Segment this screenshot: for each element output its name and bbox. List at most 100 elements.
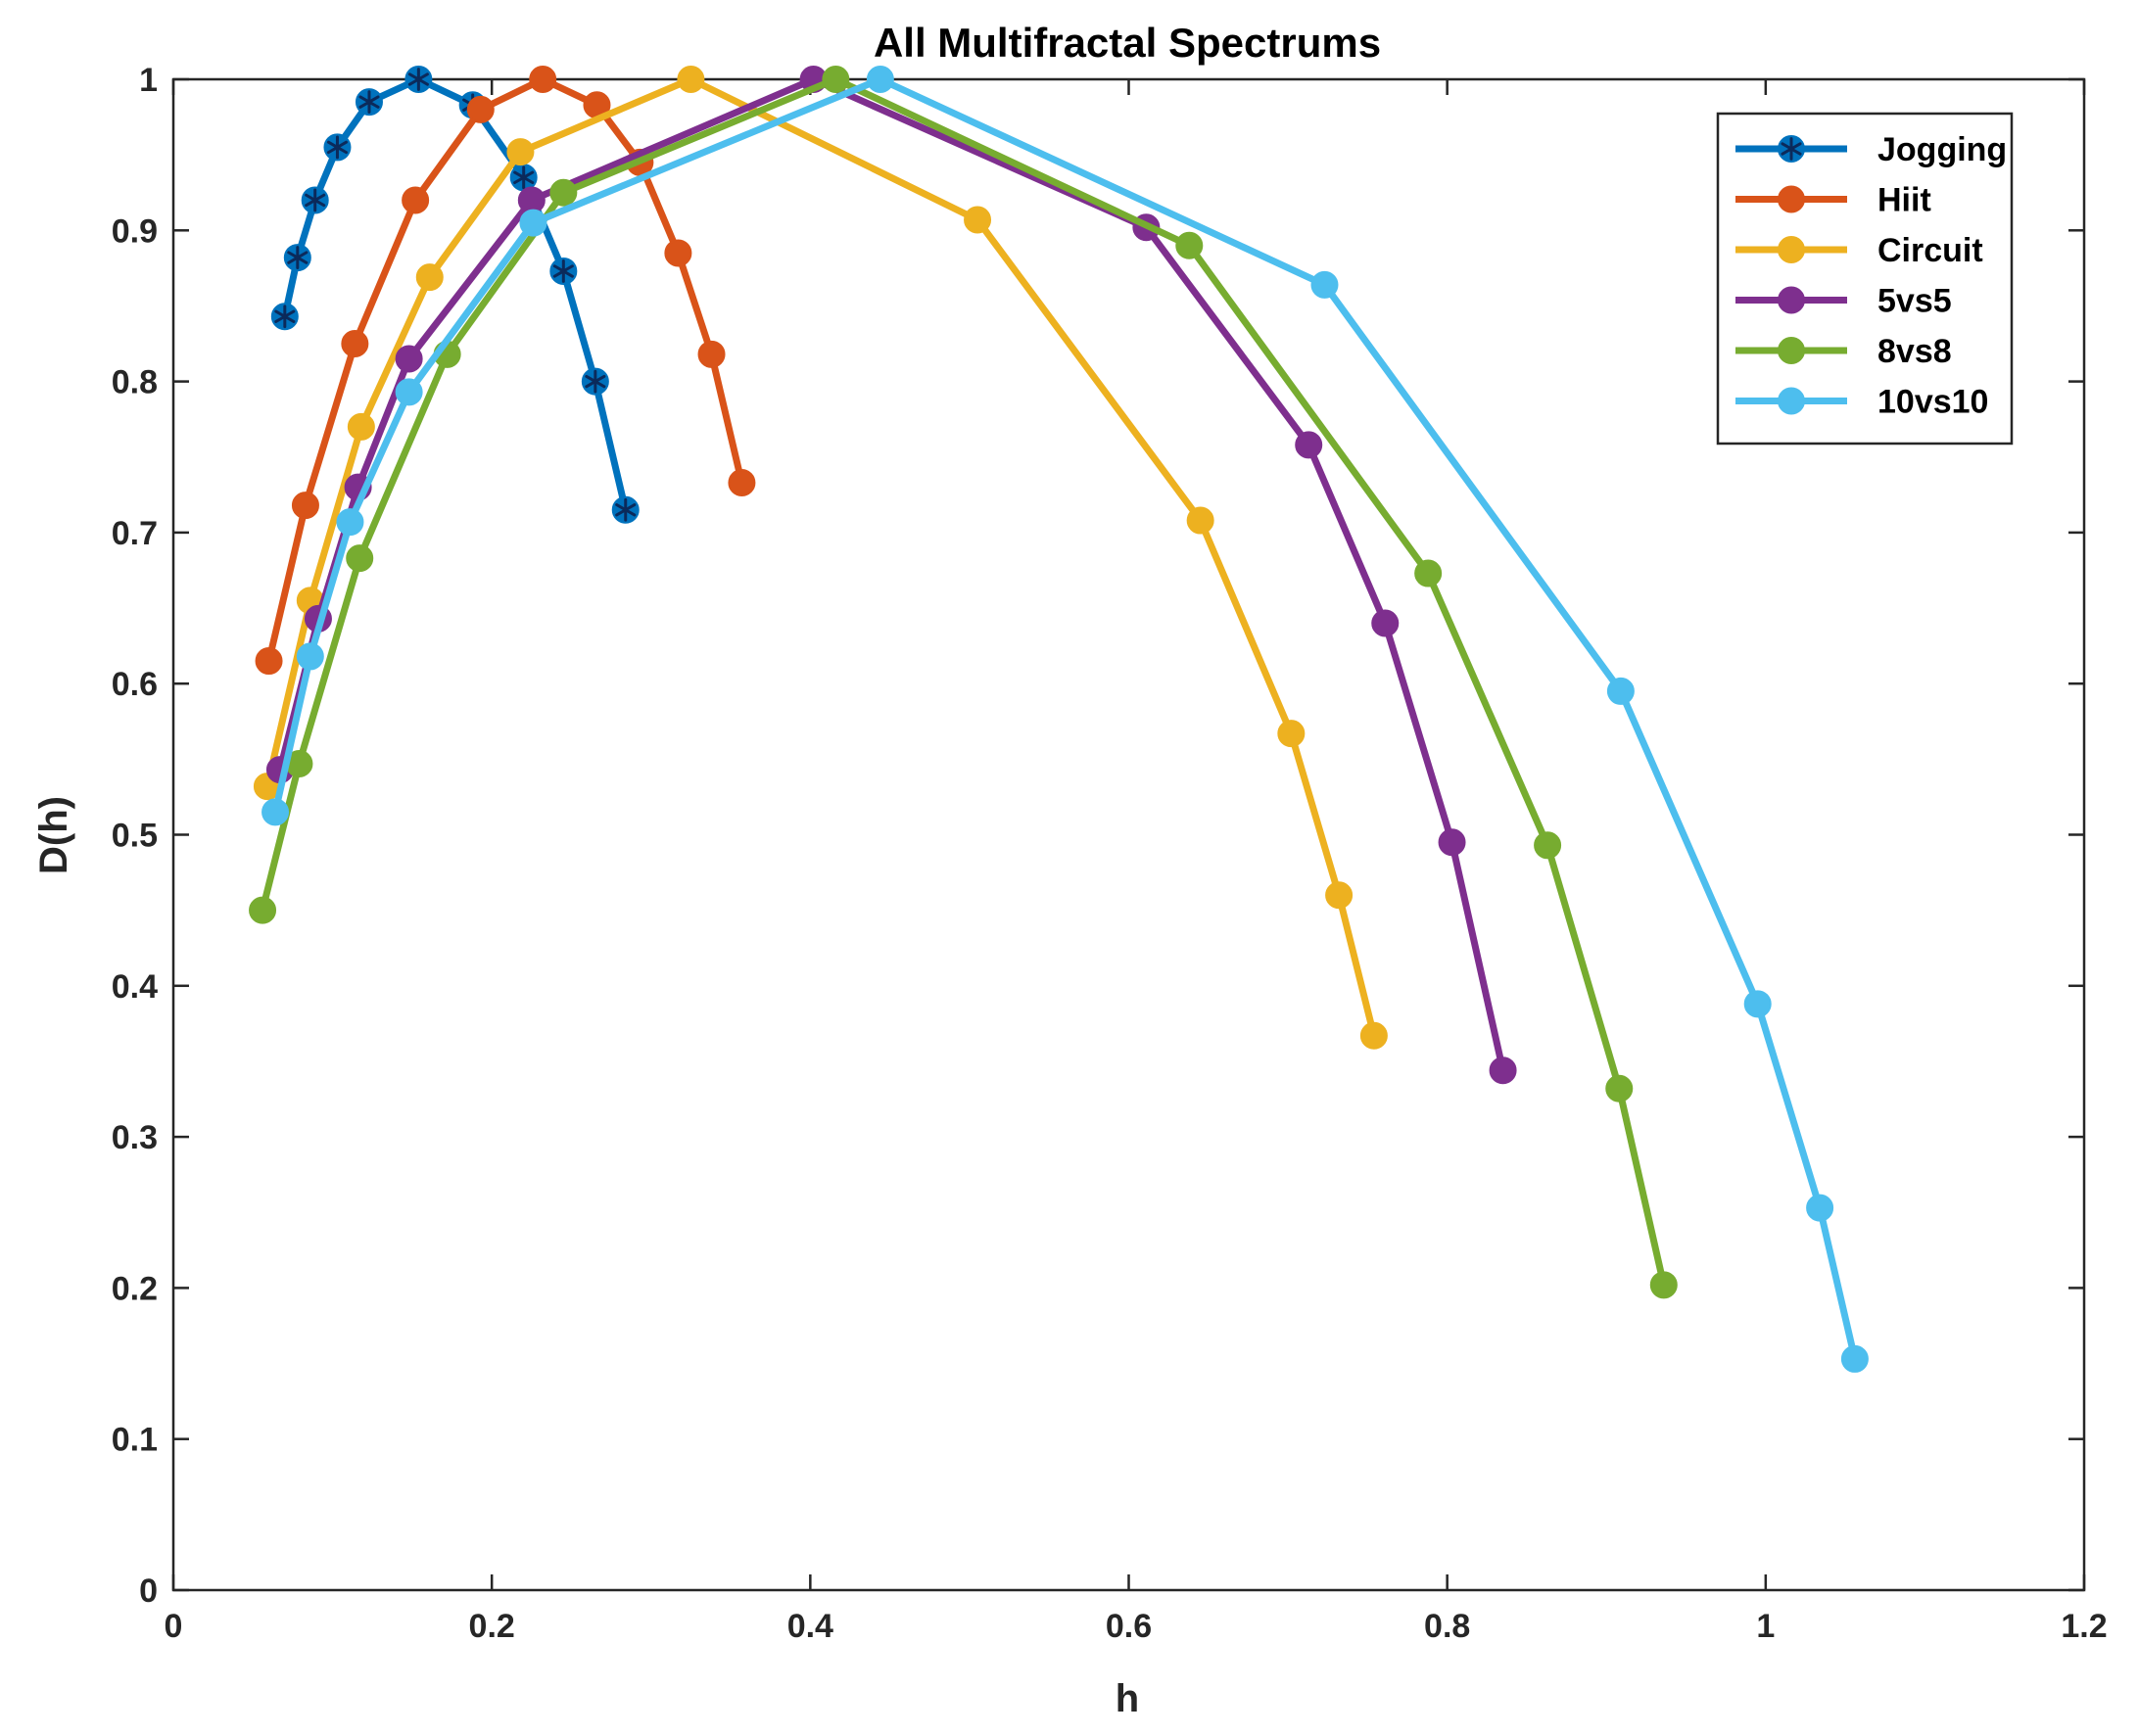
legend-item-10vs10: 10vs10: [1735, 384, 1988, 421]
data-point-jogging-asterisk: [287, 246, 309, 269]
data-point-8vs8: [1605, 1074, 1634, 1103]
asterisk-stroke: [585, 380, 597, 389]
x-tick-label: 1: [1756, 1608, 1775, 1645]
data-point-jogging-asterisk: [552, 259, 574, 283]
y-tick-label: 0.3: [112, 1119, 158, 1156]
series-layer: [249, 66, 1869, 1373]
legend-marker: [1778, 185, 1805, 213]
y-tick-label: 0.4: [112, 968, 158, 1006]
data-point-10vs10: [1606, 677, 1635, 705]
data-point-10vs10: [261, 798, 290, 826]
data-point-8vs8: [1414, 559, 1443, 587]
asterisk-stroke: [1781, 142, 1793, 151]
asterisk-stroke: [1789, 142, 1802, 151]
legend-marker: [1778, 286, 1805, 314]
asterisk-stroke: [313, 193, 326, 202]
asterisk-stroke: [283, 309, 296, 318]
data-point-circuit: [415, 263, 444, 292]
asterisk-stroke: [407, 72, 420, 81]
legend-label: 10vs10: [1877, 384, 1988, 421]
legend: Jogging Hiit Circuit 5vs5 8vs8 10vs10: [1716, 112, 2014, 446]
legend-marker: [1778, 387, 1805, 415]
y-tick-label: 0: [139, 1572, 158, 1610]
asterisk-stroke: [335, 145, 349, 155]
asterisk-stroke: [326, 145, 339, 155]
asterisk-stroke: [624, 508, 637, 517]
asterisk-stroke: [552, 269, 565, 278]
y-axis-title: D(h): [32, 796, 75, 874]
legend-item-5vs5: 5vs5: [1735, 283, 1952, 320]
data-point-10vs10: [1840, 1344, 1869, 1373]
data-point-jogging-asterisk: [615, 497, 637, 522]
data-point-hiit: [728, 468, 756, 496]
data-point-jogging-asterisk: [513, 165, 535, 190]
legend-item-jogging: Jogging: [1735, 131, 2007, 168]
x-tick-label: 0.2: [469, 1608, 515, 1645]
data-point-10vs10: [866, 66, 894, 93]
data-point-jogging-asterisk: [305, 188, 326, 212]
data-point-hiit: [402, 186, 430, 214]
data-point-5vs5: [1438, 828, 1466, 857]
asterisk-stroke: [407, 77, 420, 86]
x-tick-label: 0.4: [787, 1608, 833, 1645]
y-tick-label: 0.7: [112, 515, 158, 552]
legend-marker: [1778, 337, 1805, 364]
data-point-hiit: [341, 330, 369, 358]
asterisk-stroke: [1789, 147, 1802, 156]
data-point-10vs10: [1310, 270, 1339, 299]
asterisk-stroke: [367, 100, 380, 109]
asterisk-stroke: [283, 314, 296, 323]
asterisk-stroke: [296, 251, 309, 259]
data-point-5vs5: [1371, 609, 1400, 637]
asterisk-stroke: [594, 374, 606, 384]
asterisk-stroke: [326, 140, 339, 149]
data-point-5vs5: [1295, 431, 1323, 459]
asterisk-stroke: [624, 503, 637, 512]
asterisk-stroke: [274, 309, 287, 318]
data-point-8vs8: [549, 178, 578, 207]
data-point-10vs10: [519, 209, 547, 237]
asterisk-stroke: [615, 508, 628, 517]
legend-item-8vs8: 8vs8: [1735, 333, 1952, 370]
x-tick-label: 0.6: [1106, 1608, 1152, 1645]
data-point-circuit: [1277, 720, 1306, 748]
data-point-10vs10: [336, 508, 364, 537]
asterisk-stroke: [367, 95, 380, 104]
asterisk-stroke: [594, 380, 606, 389]
asterisk-stroke: [313, 198, 326, 208]
y-tick-label: 0.1: [112, 1422, 158, 1459]
data-point-circuit: [347, 412, 375, 441]
data-point-8vs8: [249, 896, 277, 924]
asterisk-stroke: [274, 314, 287, 323]
data-point-hiit: [697, 340, 726, 368]
legend-label: Hiit: [1877, 182, 1931, 219]
data-point-circuit: [1359, 1021, 1388, 1050]
asterisk-stroke: [358, 100, 371, 109]
asterisk-stroke: [615, 503, 628, 512]
data-point-jogging-asterisk: [358, 90, 380, 115]
asterisk-stroke: [513, 175, 526, 184]
series-circuit: [253, 66, 1388, 1050]
asterisk-stroke: [416, 77, 429, 86]
x-axis-title: h: [1116, 1677, 1139, 1720]
asterisk-stroke: [552, 264, 565, 273]
x-tick-labels: 0 0.2 0.4 0.6 0.8 1 1.2: [165, 1608, 2108, 1645]
x-tick-label: 0: [165, 1608, 183, 1645]
data-point-jogging-asterisk: [585, 369, 606, 394]
data-point-10vs10: [395, 378, 423, 406]
data-point-circuit: [1186, 506, 1214, 535]
data-point-jogging-asterisk: [407, 68, 429, 91]
asterisk-stroke: [287, 251, 300, 259]
legend-item-hiit: Hiit: [1735, 182, 1931, 219]
data-point-hiit: [529, 66, 557, 93]
legend-item-circuit: Circuit: [1735, 232, 1983, 269]
y-tick-labels: 0 0.1 0.2 0.3 0.4 0.5 0.6 0.7 0.8 0.9 1: [112, 62, 158, 1610]
data-point-5vs5: [517, 186, 546, 214]
data-point-10vs10: [1743, 990, 1772, 1018]
asterisk-stroke: [416, 72, 429, 81]
data-point-8vs8: [1534, 831, 1562, 860]
y-tick-label: 0.9: [112, 212, 158, 250]
data-point-jogging-asterisk: [326, 135, 349, 160]
legend-label: Circuit: [1877, 232, 1983, 269]
asterisk-stroke: [305, 193, 317, 202]
